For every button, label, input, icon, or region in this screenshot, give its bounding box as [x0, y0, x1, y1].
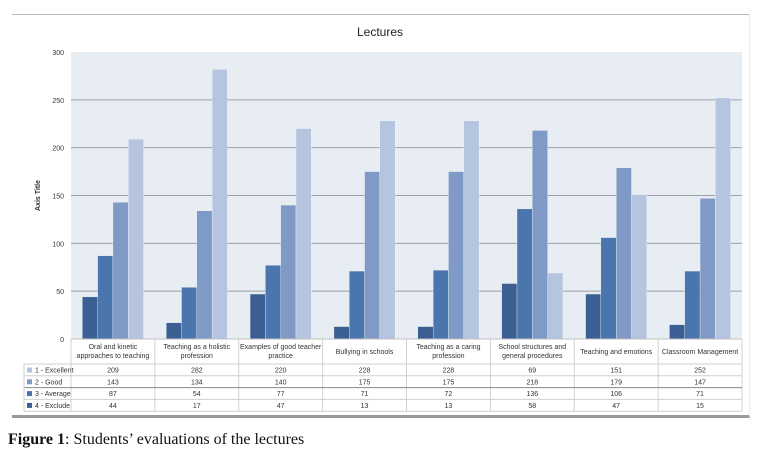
bar: [532, 130, 548, 340]
bar: [82, 296, 98, 340]
y-tick-label: 100: [52, 241, 64, 248]
y-axis-title: Axis Title: [35, 180, 42, 211]
bar: [379, 120, 396, 340]
table-cell-value: 282: [191, 368, 203, 375]
table-cell-value: 134: [191, 379, 203, 386]
category-label: Bullying in schools: [336, 349, 394, 356]
figure-caption: Figure 1: Students’ evaluations of the l…: [8, 431, 304, 449]
chart-frame: Lectures 0 50 100 150 200 250 300 Axis Title Oral…: [12, 14, 750, 418]
y-tick-label: 250: [52, 98, 64, 105]
bar: [631, 194, 647, 340]
bar: [295, 128, 312, 340]
category-label: Oral and kinetic: [89, 344, 138, 351]
category-label: Teaching as a caring: [416, 344, 480, 351]
legend-swatch: [27, 367, 32, 373]
bar: [181, 287, 197, 340]
table-cell-value: 228: [443, 368, 455, 375]
table-cell-value: 47: [277, 403, 285, 410]
bar: [333, 326, 350, 340]
bar: [364, 171, 381, 340]
table-cell-value: 58: [528, 403, 536, 410]
bar: [501, 283, 518, 340]
table-cell-value: 228: [359, 368, 371, 375]
chart-title: Lectures: [357, 25, 403, 39]
y-tick-label: 200: [52, 146, 64, 153]
table-cell-value: 77: [277, 391, 285, 398]
category-label: general procedures: [502, 353, 563, 360]
category-label: Teaching as a holistic: [164, 344, 231, 351]
table-cell-value: 175: [443, 379, 455, 386]
table-cell-value: 13: [445, 403, 453, 410]
legend-label: 1 - Excellent: [35, 368, 74, 375]
table-cell-value: 72: [445, 391, 453, 398]
table-cell-value: 17: [193, 403, 201, 410]
table-cell-value: 218: [526, 379, 538, 386]
table-cell-value: 54: [193, 391, 201, 398]
bar: [684, 270, 701, 340]
category-label: Teaching and emotions: [580, 349, 652, 356]
legend-swatch: [27, 402, 32, 408]
table-cell-value: 71: [361, 391, 369, 398]
bar: [669, 324, 685, 340]
table-cell-value: 220: [275, 368, 287, 375]
category-label: approaches to teaching: [77, 353, 150, 360]
table-cell-value: 147: [694, 379, 706, 386]
legend-label: 2 - Good: [35, 379, 62, 386]
category-label: Examples of good teacher: [240, 344, 322, 351]
y-tick-label: 50: [56, 289, 64, 296]
y-tick-label: 0: [60, 337, 64, 344]
bar: [128, 138, 144, 340]
category-label: School structures and: [498, 344, 566, 351]
table-cell-value: 175: [359, 379, 371, 386]
legend-label: 4 - Exclude: [35, 403, 70, 410]
bar: [196, 210, 213, 340]
caption-label: Figure 1: [8, 431, 66, 448]
table-cell-value: 15: [696, 403, 704, 410]
table-cell-value: 143: [107, 379, 119, 386]
table-cell-value: 136: [526, 391, 538, 398]
bar: [516, 208, 533, 340]
bar: [616, 167, 632, 340]
y-tick-label: 150: [52, 194, 64, 201]
caption-text: : Students’ evaluations of the lectures: [65, 431, 305, 448]
bar: [211, 69, 228, 340]
table-cell-value: 87: [109, 391, 117, 398]
bar: [463, 120, 480, 340]
bar: [280, 204, 297, 340]
category-label: profession: [432, 353, 464, 360]
legend-swatch: [27, 379, 32, 385]
table-cell-value: 140: [275, 379, 287, 386]
bar: [699, 198, 716, 340]
bar: [417, 326, 434, 340]
bar: [249, 293, 266, 340]
table-cell-value: 179: [610, 379, 622, 386]
table-cell-value: 209: [107, 368, 119, 375]
y-tick-label: 300: [52, 50, 64, 57]
bar: [166, 322, 182, 340]
table-cell-value: 252: [694, 368, 706, 375]
bar: [112, 202, 129, 340]
bar: [585, 293, 602, 340]
chart: Lectures 0 50 100 150 200 250 300 Axis Title Oral…: [23, 25, 743, 412]
bar: [715, 97, 731, 340]
legend-label: 3 - Average: [35, 391, 71, 398]
table-cell-value: 106: [610, 391, 622, 398]
table-cell-value: 47: [612, 403, 620, 410]
bar: [97, 255, 114, 340]
category-label: practice: [268, 353, 293, 360]
table-cell-value: 71: [696, 391, 704, 398]
bar: [349, 270, 365, 340]
bar: [547, 272, 564, 340]
category-label: profession: [181, 353, 213, 360]
legend-swatch: [27, 391, 32, 397]
table-cell-value: 13: [361, 403, 369, 410]
bar: [448, 171, 464, 340]
table-cell-value: 44: [109, 403, 117, 410]
bar: [432, 269, 449, 340]
bar: [600, 237, 617, 340]
table-cell-value: 151: [610, 368, 622, 375]
bar: [265, 265, 281, 340]
table-cell-value: 69: [528, 368, 536, 375]
category-label: Classroom Management: [662, 349, 738, 356]
